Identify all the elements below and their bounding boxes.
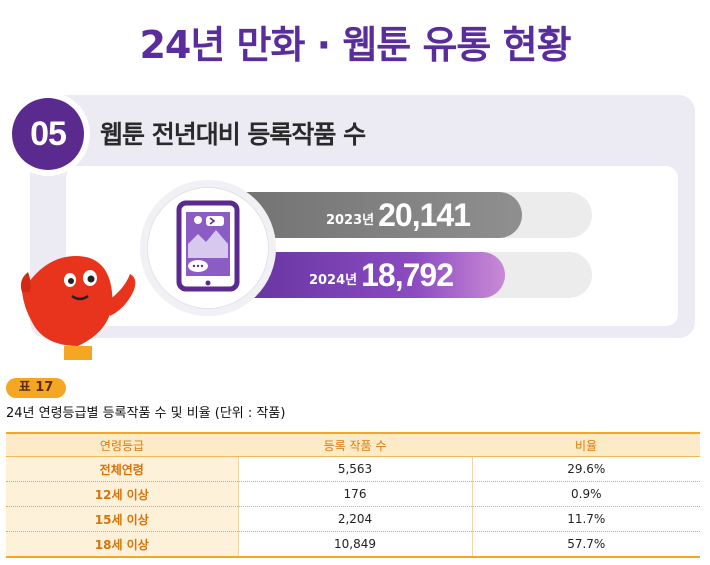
grade-cell: 전체연령 xyxy=(6,456,239,482)
table-tag: 표 17 xyxy=(6,378,66,398)
table-row: 전체연령 5,563 29.6% xyxy=(6,456,700,482)
count-cell: 176 xyxy=(238,481,473,507)
ratio-cell: 57.7% xyxy=(472,531,700,558)
page-title: 24년 만화 · 웹툰 유통 현황 xyxy=(139,23,571,67)
ratio-cell: 29.6% xyxy=(472,456,700,482)
table-caption: 24년 연령등급별 등록작품 수 및 비율 (단위 : 작품) xyxy=(6,406,286,421)
ratio-cell: 11.7% xyxy=(472,506,700,532)
count-cell: 10,849 xyxy=(238,531,473,558)
bar-value-label: 18,792 xyxy=(361,256,454,293)
ratio-cell: 0.9% xyxy=(472,481,700,507)
table-row: 15세 이상 2,204 11.7% xyxy=(6,506,700,532)
age-grade-table: 연령등급 등록 작품 수 비율 전체연령 5,563 29.6% 12세 이상 … xyxy=(6,432,700,558)
column-header: 비율 xyxy=(472,432,700,457)
section-title: 웹툰 전년대비 등록작품 수 xyxy=(100,120,366,149)
table-header-row: 연령등급 등록 작품 수 비율 xyxy=(6,432,700,457)
column-header: 등록 작품 수 xyxy=(238,432,472,457)
bar-year-label: 2023년 xyxy=(325,212,375,228)
mascot-character xyxy=(20,256,136,360)
table-row: 18세 이상 10,849 57.7% xyxy=(6,531,700,558)
grade-cell: 12세 이상 xyxy=(6,481,239,507)
count-cell: 5,563 xyxy=(238,456,473,482)
smartphone-webtoon-icon xyxy=(176,200,240,292)
section-number-badge: 05 xyxy=(12,98,84,170)
grade-cell: 18세 이상 xyxy=(6,531,239,558)
count-cell: 2,204 xyxy=(238,506,473,532)
bar-value-label: 20,141 xyxy=(378,196,471,233)
column-header: 연령등급 xyxy=(6,432,238,457)
table-row: 12세 이상 176 0.9% xyxy=(6,481,700,507)
grade-cell: 15세 이상 xyxy=(6,506,239,532)
bar-year-label: 2024년 xyxy=(308,272,358,288)
